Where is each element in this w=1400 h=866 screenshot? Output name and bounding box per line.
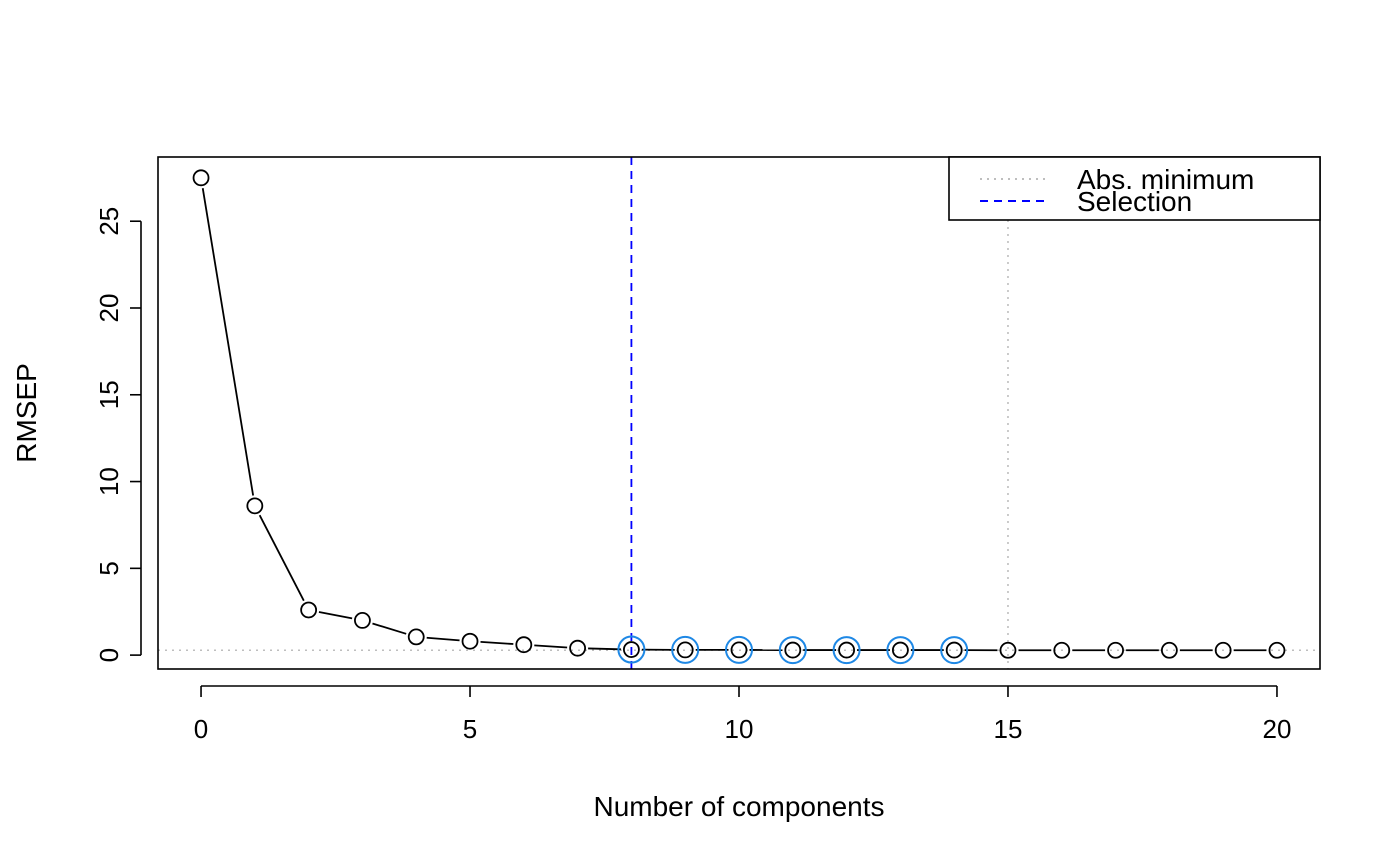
data-point [730, 641, 748, 659]
series-segment [372, 622, 407, 635]
data-point [246, 497, 264, 515]
data-point [461, 632, 479, 650]
data-point [999, 641, 1017, 659]
series-segment [258, 514, 305, 602]
series-segment [480, 641, 514, 645]
data-point [838, 641, 855, 659]
y-tick-label: 5 [94, 561, 124, 575]
points-layer [192, 169, 1286, 665]
axes-layer: 0 5 10 15 20 0 5 10 15 20 25 [94, 207, 1291, 744]
x-tick-label: 15 [994, 714, 1023, 744]
data-point [1053, 641, 1071, 659]
data-point [192, 169, 210, 187]
series-segment [426, 636, 460, 642]
data-point [945, 641, 963, 659]
highlight-ring [886, 636, 915, 665]
y-tick-label: 20 [94, 294, 124, 323]
x-axis-label: Number of components [593, 791, 884, 822]
data-point [1268, 641, 1286, 659]
series-segment [534, 644, 568, 649]
data-point [1107, 641, 1124, 659]
reference-lines [158, 157, 1320, 669]
data-point [1214, 641, 1232, 659]
legend: Abs. minimum Selection [948, 156, 1321, 221]
data-point [569, 639, 587, 657]
legend-box [948, 156, 1321, 221]
y-axis-label: RMSEP [11, 363, 42, 463]
x-tick-label: 5 [463, 714, 477, 744]
x-tick-label: 20 [1263, 714, 1292, 744]
series-segment [201, 188, 255, 496]
y-tick-label: 10 [94, 467, 124, 496]
highlight-ring [617, 635, 646, 664]
highlight-ring [832, 636, 861, 665]
data-point [515, 636, 533, 654]
data-point [784, 641, 802, 659]
highlight-ring [778, 636, 807, 665]
data-point [300, 601, 318, 619]
y-tick-label: 0 [94, 648, 124, 662]
x-tick-label: 0 [194, 714, 208, 744]
plot-frame [157, 156, 1321, 670]
x-tick-label: 10 [725, 714, 754, 744]
series-segment [588, 647, 621, 651]
data-point [354, 612, 371, 629]
data-point [1160, 641, 1178, 659]
highlight-ring [725, 635, 753, 664]
data-point [891, 641, 909, 659]
legend-label-selection: Selection [1077, 186, 1192, 217]
highlight-ring [671, 635, 700, 664]
data-point [623, 641, 640, 658]
highlight-ring [940, 636, 969, 665]
data-point [676, 641, 694, 659]
y-tick-label: 25 [94, 207, 124, 236]
series-layer [201, 188, 1267, 652]
data-point [407, 628, 425, 646]
y-tick-label: 15 [94, 380, 124, 409]
series-segment [318, 611, 353, 620]
legend-label-abs-minimum: Abs. minimum [1077, 164, 1254, 195]
